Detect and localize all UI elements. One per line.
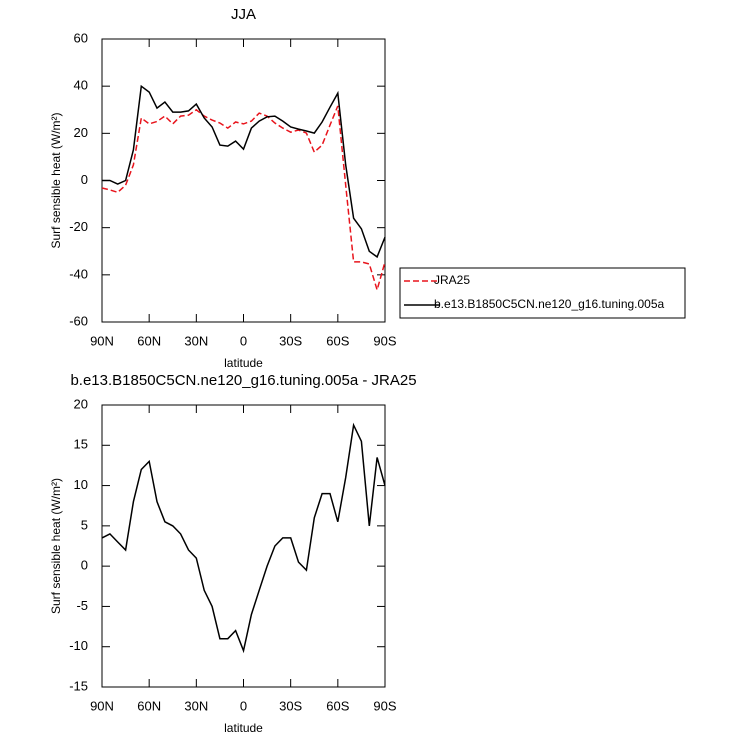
x-tick-label: 90N — [90, 698, 114, 713]
plot-frame — [101, 404, 386, 688]
y-tick-label: -10 — [69, 638, 88, 653]
y-tick-label: 40 — [74, 78, 88, 93]
chart-title: JJA — [231, 6, 256, 23]
y-tick-label: 0 — [81, 558, 88, 573]
y-tick-label: 10 — [74, 477, 88, 492]
legend-label: b.e13.B1850C5CN.ne120_g16.tuning.005a — [434, 297, 665, 311]
data-line — [102, 84, 386, 259]
x-tick-label: 0 — [240, 333, 247, 348]
x-tick-label: 30S — [279, 333, 302, 348]
x-tick-label: 60S — [326, 333, 349, 348]
chart-title: b.e13.B1850C5CN.ne120_g16.tuning.005a - … — [70, 372, 416, 389]
y-tick-label: -5 — [76, 598, 88, 613]
y-tick-label: -40 — [69, 266, 88, 281]
y-axis-label: Surf sensible heat (W/m²) — [49, 112, 63, 248]
x-tick-label: 30N — [184, 333, 208, 348]
y-tick-label: -60 — [69, 313, 88, 328]
y-axis-label: Surf sensible heat (W/m²) — [49, 478, 63, 614]
x-tick-label: 90S — [373, 698, 396, 713]
x-tick-label: 0 — [240, 698, 247, 713]
x-axis-label: latitude — [224, 721, 263, 735]
legend-box — [399, 267, 686, 319]
x-tick-label: 30S — [279, 698, 302, 713]
x-tick-label: 90N — [90, 333, 114, 348]
x-tick-label: 90S — [373, 333, 396, 348]
y-tick-label: -15 — [69, 678, 88, 693]
y-tick-label: 5 — [81, 517, 88, 532]
legend-label: JRA25 — [434, 273, 470, 287]
x-axis-label: latitude — [224, 356, 263, 370]
y-tick-label: 0 — [81, 172, 88, 187]
data-line — [101, 105, 386, 293]
x-tick-label: 60N — [137, 333, 161, 348]
y-tick-label: 20 — [74, 396, 88, 411]
x-tick-label: 60N — [137, 698, 161, 713]
plot-frame — [101, 38, 386, 323]
x-tick-label: 60S — [326, 698, 349, 713]
y-tick-label: 20 — [74, 125, 88, 140]
y-tick-label: -20 — [69, 219, 88, 234]
y-tick-label: 15 — [74, 437, 88, 452]
x-tick-label: 30N — [184, 698, 208, 713]
y-tick-label: 60 — [74, 30, 88, 45]
data-line — [101, 422, 386, 654]
